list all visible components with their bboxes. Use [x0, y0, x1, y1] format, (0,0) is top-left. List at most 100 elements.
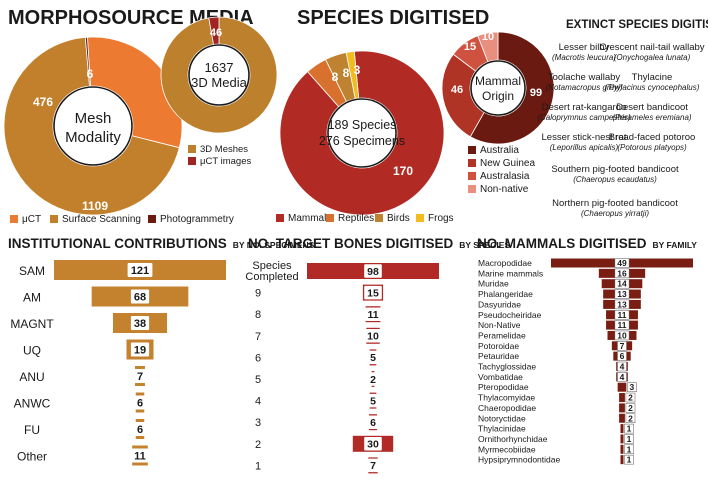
species-digitised-heading: SPECIES DIGITISED [297, 7, 489, 29]
mammal-11-badge [617, 372, 627, 382]
legend-origin-0-label: Australia [480, 145, 519, 156]
extinct-species-list: Lesser bilby(Macrotis leucura)Crescent n… [537, 42, 704, 218]
legend-uct-images-label: μCT images [200, 156, 251, 167]
bones-9-badge [367, 458, 379, 473]
mammal-17-badge [624, 434, 634, 444]
legend-origin-2-label: Australasia [480, 171, 530, 182]
institution-category-uq: UQ [23, 344, 41, 358]
species-center [327, 98, 397, 168]
mammal-bar-14 [619, 403, 625, 413]
institution-category-magnt: MAGNT [10, 317, 54, 331]
bones-9-value-label: 7 [370, 460, 376, 472]
institution-anwc-badge [134, 395, 146, 410]
institution-fu-badge [134, 422, 146, 436]
legend-surface-scanning-label: Surface Scanning [62, 214, 141, 225]
institution-category-other: Other [17, 450, 47, 464]
mammal_origin-value-label-1: 46 [451, 84, 463, 96]
mammal-1-value-label: 16 [617, 268, 627, 278]
legend-origin-2-swatch [468, 172, 476, 180]
extinct-sci-6: (Leporillus apicalis) [550, 143, 619, 152]
mammal-category-0: Macropodidae [478, 258, 532, 268]
institution-am-value-label: 68 [134, 291, 146, 303]
institution-fu-value-label: 6 [137, 424, 143, 436]
legend-photogrammetry-label: Photogrammetry [160, 214, 234, 225]
mammal-14-badge [625, 403, 636, 413]
mesh_modality-slice-2 [84, 36, 91, 87]
mammal_origin-slice-0 [469, 31, 555, 145]
institution-am-badge [130, 289, 150, 304]
institution-category-sam: SAM [19, 264, 45, 278]
legend-uct-swatch [10, 215, 18, 223]
bones-category-6: 4 [255, 396, 261, 408]
extinct-common-1: Crescent nail-tail wallaby [599, 42, 704, 53]
legend-frogs-label: Frogs [428, 213, 454, 224]
mammal-6-badge [614, 320, 630, 330]
mammal-2-badge [614, 278, 630, 289]
extinct-common-9: Northern pig-footed bandicoot [552, 198, 678, 209]
mammal-5-value-label: 11 [618, 310, 627, 320]
extinct-sci-0: (Macrotis leucura) [552, 53, 616, 62]
extinct-sci-4: (Caloprymnus campestris) [537, 113, 631, 122]
media_3d-slice-1 [208, 16, 220, 45]
mammal-0-badge [614, 258, 630, 268]
mammal-bar-18 [620, 444, 624, 454]
mammal-category-8: Potoroidae [478, 341, 519, 351]
mammal-10-value-label: 4 [620, 362, 625, 372]
species-value-label-0: 170 [393, 164, 413, 178]
bones-category-8: 2 [255, 439, 261, 451]
mammal-12-value-label: 3 [630, 382, 635, 392]
legend-origin-3-label: Non-native [480, 184, 529, 195]
mammal-category-6: Non-Native [478, 320, 521, 330]
legend-birds-label: Birds [387, 213, 410, 224]
mammal-category-2: Muridae [478, 279, 509, 289]
mammal-category-14: Chaeropodidae [478, 403, 536, 413]
bones-category-0-a: Species [252, 260, 292, 272]
mammal-14-value-label: 2 [628, 403, 633, 413]
institution-anu-badge [134, 369, 146, 383]
extinct-sci-9: (Chaeropus yirratji) [581, 209, 649, 218]
legend-origin-1-label: New Guinea [480, 158, 535, 169]
bones-3-value-label: 10 [367, 331, 379, 343]
mammal-17-value-label: 1 [627, 434, 632, 444]
institution-category-fu: FU [24, 423, 40, 437]
mammal_origin-value-label-0: 99 [530, 87, 542, 99]
bones-6-badge [367, 393, 379, 408]
mammal-16-badge [624, 423, 634, 434]
mammal-10-badge [617, 361, 627, 372]
media_3d-center-label-1: 3D Media [191, 75, 247, 90]
institution-sam-value-label: 121 [131, 265, 149, 277]
mammal-0-value-label: 49 [617, 258, 627, 268]
mammal-category-12: Pteropodidae [478, 382, 529, 392]
legend-origin-1-swatch [468, 159, 476, 167]
mammal_origin-slice-1 [441, 53, 485, 138]
legend-photogrammetry-swatch [148, 215, 156, 223]
species-center-label-0: 189 Species [328, 118, 397, 132]
bones-category-7: 3 [255, 417, 261, 429]
bones-8-value-label: 30 [367, 439, 379, 451]
institution-uq-value-label: 19 [134, 344, 146, 356]
extinct-species-heading: EXTINCT SPECIES DIGITISED [566, 19, 708, 31]
mammal_origin-value-label-2: 15 [464, 41, 476, 53]
bones-2-badge [364, 307, 382, 321]
mesh_modality-center-label-0: Mesh [75, 110, 112, 127]
mammal-19-badge [624, 454, 634, 465]
bones-7-value-label: 6 [370, 417, 376, 429]
bones-category-0-b: Completed [245, 271, 298, 283]
species-center-label-1: 276 Specimens [319, 134, 405, 148]
bones-category-3: 7 [255, 331, 261, 343]
mammal-4-badge [614, 299, 630, 310]
institution-magnt-badge [130, 316, 150, 330]
mesh_modality-value-label-0: 476 [33, 95, 53, 109]
institution-anwc-value-label: 6 [137, 397, 143, 409]
mammal_origin-center [470, 60, 526, 116]
mammal-category-15: Notoryctidae [478, 413, 526, 423]
institution-anu-value-label: 7 [137, 371, 143, 383]
extinct-common-7: Broad-faced potoroo [609, 132, 696, 143]
institution-category-anwc: ANWC [14, 397, 51, 411]
legends-group: μCT Surface Scanning Photogrammetry 3D Mesh… [10, 144, 535, 225]
legend-mammals-label: Mammals [288, 213, 331, 224]
bones-8-badge [364, 437, 382, 451]
mammal-category-3: Phalangeridae [478, 289, 533, 299]
